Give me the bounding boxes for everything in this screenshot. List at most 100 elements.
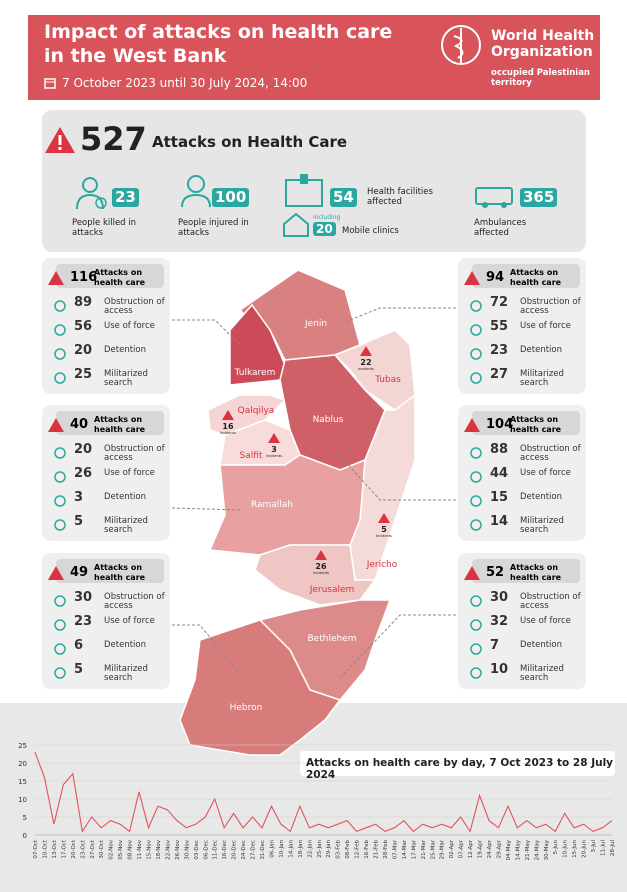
stat-icon-shape [54, 372, 66, 384]
stat-row: 55 Use of force [466, 320, 586, 340]
stat-row: 89 Obstruction of access [50, 296, 170, 316]
map-label: Hebron [230, 703, 263, 713]
stat-icon-shape [470, 447, 482, 459]
x-tick-label: 16-Feb [364, 840, 370, 859]
x-tick-label: 5-Jun [553, 839, 559, 854]
region-header [56, 411, 164, 435]
x-tick-label: 22-Jan [307, 839, 313, 857]
stat-label: Obstruction of access [520, 444, 581, 463]
x-tick-label: 21-May [525, 839, 531, 860]
x-tick-label: 11-Nov [137, 839, 143, 859]
stat-icon [54, 300, 66, 312]
stat-icon-shape [470, 519, 482, 531]
stat-icon-shape [470, 595, 482, 607]
stat-row: 10 Militarized search [466, 662, 586, 683]
warning-triangle [464, 271, 480, 285]
stat-label: Obstruction of access [520, 297, 581, 316]
total-label: Attacks on Health Care [152, 133, 348, 151]
x-tick-label: 08-Feb [345, 840, 351, 859]
incident-count: 3 [271, 445, 277, 454]
x-tick-label: 14-Mar [402, 839, 408, 859]
stat-value: 32 [490, 614, 509, 629]
map-label: Nablus [313, 415, 344, 425]
x-tick-label: 25-Jan [317, 839, 323, 857]
stat-label: Obstruction of access [520, 592, 581, 611]
x-tick-label: 27-Dec [251, 840, 257, 860]
incident-count: 22 [360, 358, 371, 367]
stat-row: 7 Detention [466, 638, 586, 659]
incident-count: 26 [315, 562, 327, 571]
x-tick-label: 28-Feb [383, 840, 389, 859]
mobile-value: 20 [313, 222, 336, 236]
stat-value: 3 [74, 490, 84, 505]
x-tick-label: 12-Feb [355, 840, 361, 859]
stat-row: 20 Obstruction of access [50, 442, 170, 463]
facilities-label: Health facilities affected [367, 187, 433, 207]
stat-value: 20 [74, 442, 93, 457]
x-tick-label: 02-Nov [109, 839, 115, 859]
x-tick-label: 17-Mar [411, 839, 417, 859]
stat-row: 23 Detention [466, 344, 586, 364]
x-tick-label: 29-Mar [440, 839, 446, 859]
person-icon [76, 177, 107, 210]
stat-icon-shape [470, 643, 482, 655]
y-tick-label: 5 [23, 814, 27, 822]
x-tick-label: 11-Dec [213, 840, 219, 860]
stat-label: Detention [104, 640, 147, 650]
region-total: 40 [70, 417, 89, 432]
stat-value: 10 [490, 662, 509, 677]
region-box: 52 Attacks on health care 30 Obstruction of… [458, 553, 586, 689]
stat-value: 7 [490, 638, 500, 653]
stat-row: 20 Detention [50, 344, 170, 364]
injured-icon [181, 175, 211, 208]
stat-icon-shape [54, 495, 66, 507]
connector [171, 507, 241, 511]
region-qalqilya [207, 394, 287, 436]
region-label: Attacks on health care [510, 415, 562, 434]
warning-icon [48, 418, 64, 432]
stat-row: 14 Militarized search [466, 515, 586, 535]
stat-value: 44 [490, 466, 509, 481]
date-range: 7 October 2023 until 30 July 2024, 14:00 [62, 76, 308, 90]
x-tick-label: 25-Mar [430, 839, 436, 859]
stat-icon-shape [54, 348, 66, 360]
incident-count: 16 [222, 422, 234, 431]
incident-icon [222, 410, 234, 420]
y-tick-label: 10 [18, 796, 27, 804]
stat-icon [54, 495, 66, 507]
region-header [56, 559, 164, 583]
y-tick-label: 20 [18, 760, 27, 768]
stat-value: 30 [490, 590, 509, 605]
stat-icon [54, 348, 66, 360]
x-tick-label: 19-Apr [478, 839, 484, 858]
stat-value: 5 [74, 662, 84, 677]
killed-value: 23 [112, 188, 139, 207]
stat-icon-shape [54, 595, 66, 607]
x-tick-label: 20-Oct [71, 839, 77, 858]
stat-icon [470, 348, 482, 360]
x-tick-label: 15-Nov [147, 839, 153, 859]
x-tick-label: 23-Oct [80, 839, 86, 858]
warning-triangle [48, 271, 64, 285]
stat-label: Militarized search [104, 664, 148, 683]
stat-icon-shape [54, 643, 66, 655]
stat-icon-shape [470, 619, 482, 631]
stat-row: 15 Detention [466, 491, 586, 511]
map-label: Jenin [304, 319, 327, 329]
stat-icon-shape [54, 519, 66, 531]
x-tick-label: 3-Jul [591, 840, 597, 853]
region-total: 116 [70, 270, 98, 285]
stat-icon [54, 372, 66, 384]
x-tick-label: 17-Oct [61, 839, 67, 858]
facility-icon [285, 174, 323, 207]
connector [172, 319, 241, 346]
stat-row: 56 Use of force [50, 320, 170, 340]
stat-icon [470, 519, 482, 531]
stat-icon-shape [54, 619, 66, 631]
map-label: Tulkarem [234, 368, 276, 378]
stat-value: 6 [74, 638, 84, 653]
stat-row: 44 Use of force [466, 466, 586, 487]
stat-icon-shape [470, 667, 482, 679]
stat-icon-shape [54, 667, 66, 679]
